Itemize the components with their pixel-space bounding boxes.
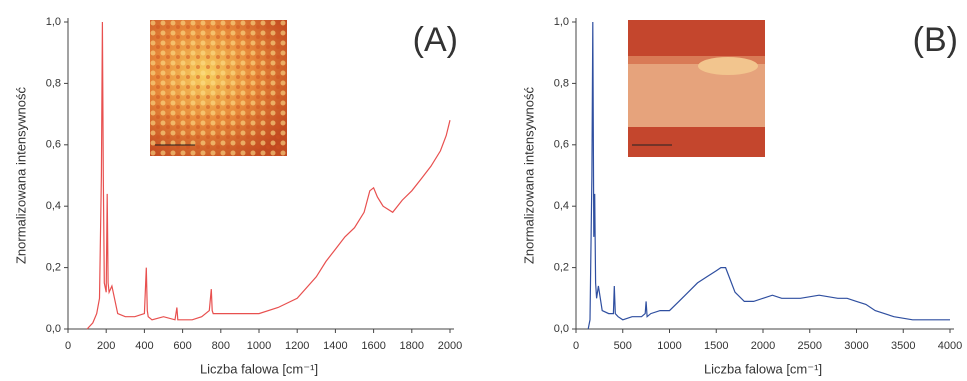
panel-label: (A) [413, 21, 458, 59]
y-tick-label: 1,0 [554, 16, 569, 28]
x-tick-label: 400 [135, 340, 153, 352]
x-tick-label: 0 [573, 340, 579, 352]
x-tick-label: 500 [614, 340, 632, 352]
x-tick-label: 1400 [323, 340, 347, 352]
y-tick-label: 0,8 [46, 77, 61, 89]
y-tick-label: 0,4 [554, 200, 569, 212]
y-tick-label: 0,8 [554, 77, 569, 89]
figure: 0,0 0,2 0,4 0,6 0,8 1,0 0 200 400 600 800 1000 1200 1… [0, 0, 967, 381]
x-tick-label: 800 [212, 340, 230, 352]
panel-label: (B) [913, 21, 958, 59]
y-tick-label: 0,6 [46, 139, 61, 151]
x-tick-label: 0 [65, 340, 71, 352]
x-tick-label: 1800 [400, 340, 424, 352]
y-tick-label: 0,2 [46, 262, 61, 274]
y-tick-label: 0,2 [554, 262, 569, 274]
x-tick-label: 1500 [704, 340, 728, 352]
y-tick-label: 1,0 [46, 16, 61, 28]
inset-image-b [628, 20, 765, 157]
x-tick-label: 2000 [438, 340, 462, 352]
x-tick-label: 3000 [844, 340, 868, 352]
x-tick-label: 2000 [751, 340, 775, 352]
x-axis-label: Liczba falowa [cm⁻¹] [704, 361, 822, 376]
y-tick-label: 0,4 [46, 200, 61, 212]
y-tick-label: 0,0 [46, 323, 61, 335]
x-tick-label: 3500 [891, 340, 915, 352]
y-axis-label: Znormalizowana intensywność [13, 86, 28, 264]
x-tick-label: 1600 [361, 340, 385, 352]
x-tick-label: 4000 [938, 340, 962, 352]
x-axis-label: Liczba falowa [cm⁻¹] [200, 361, 318, 376]
x-tick-label: 1000 [657, 340, 681, 352]
x-tick-label: 2500 [798, 340, 822, 352]
x-tick-label: 1000 [247, 340, 271, 352]
y-tick-label: 0,6 [554, 139, 569, 151]
x-tick-label: 200 [97, 340, 115, 352]
x-tick-label: 600 [173, 340, 191, 352]
x-tick-label: 1200 [285, 340, 309, 352]
y-tick-label: 0,0 [554, 323, 569, 335]
y-axis-label: Znormalizowana intensywność [521, 86, 536, 264]
inset-image-a [150, 20, 287, 156]
